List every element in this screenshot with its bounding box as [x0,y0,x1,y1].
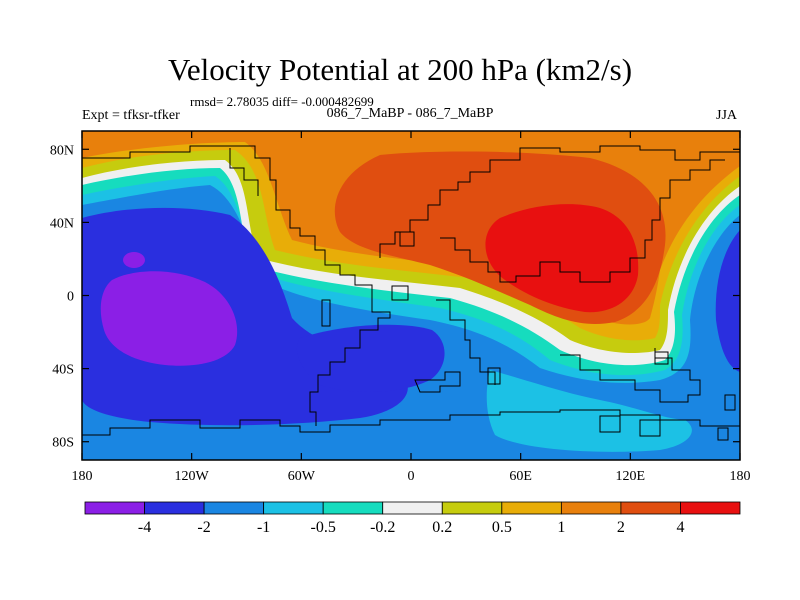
y-axis: 80N 40N 0 40S 80S [50,143,740,451]
x-tick-label: 120W [175,469,210,484]
x-tick-label: 180 [730,469,751,484]
field-fill-level-neg2-atlantic [296,324,445,392]
colorbar-swatch [620,501,681,515]
colorbar-swatch [501,501,562,515]
colorbar-label: -1 [257,519,270,536]
coastlines [82,145,740,441]
y-tick-label: 40N [50,216,74,231]
x-tick-label: 60W [288,469,316,484]
colorbar-swatch [560,501,622,515]
colorbar-label: -0.5 [311,519,336,536]
colorbar-swatch [680,501,741,515]
field-fill-level-pos4 [485,204,639,313]
colorbar-swatch [203,501,265,515]
x-tick-label: 120E [616,469,646,484]
case-label: 086_7_MaBP - 086_7_MaBP [326,106,494,121]
field-fill-level-neg2-east [715,230,740,372]
colorbar-label: -2 [197,519,210,536]
field-fill-level-neg4-spot [123,252,145,268]
colorbar-label: 0.5 [492,519,512,536]
colorbar-swatch [263,501,324,515]
colorbar-swatch [84,501,145,515]
colorbar-swatch [144,501,205,515]
contour-field [82,131,740,460]
colorbar-swatch [382,501,443,515]
colorbar-label: -4 [138,519,151,536]
x-tick-label: 60E [509,469,532,484]
x-axis: 180 120W 60W 0 60E 120E 180 [72,131,751,484]
experiment-label: Expt = tfksr-tfker [82,108,180,123]
field-fill-level-neg05-south [486,370,692,452]
y-tick-label: 80N [50,143,74,158]
colorbar-label: 4 [676,519,684,536]
season-label: JJA [716,108,738,123]
colorbar: -4 -2 -1 -0.5 -0.2 0.2 0.5 1 2 4 [84,501,741,536]
colorbar-label: 0.2 [432,519,452,536]
y-tick-label: 0 [67,290,74,305]
colorbar-label: 1 [557,519,565,536]
colorbar-label: -0.2 [370,519,395,536]
field-fill-level-neg4 [100,271,238,366]
stats-line: rmsd= 2.78035 diff= -0.000482699 [190,94,374,109]
chart-title: Velocity Potential at 200 hPa (km2/s) [167,52,633,87]
colorbar-label: 2 [617,519,625,536]
y-tick-label: 40S [52,363,74,378]
y-tick-label: 80S [52,436,74,451]
x-tick-label: 0 [408,469,415,484]
colorbar-swatch [441,501,503,515]
colorbar-swatch [322,501,384,515]
x-tick-label: 180 [72,469,93,484]
